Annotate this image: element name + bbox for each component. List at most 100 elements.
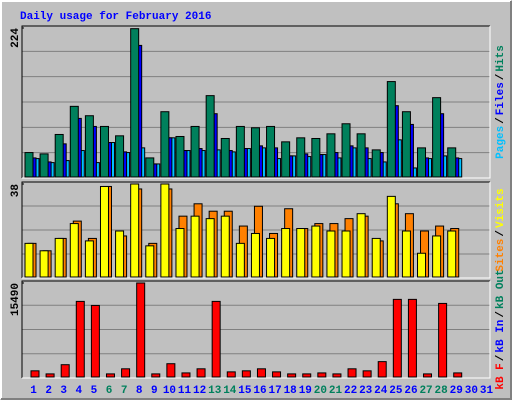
bar	[45, 373, 55, 378]
legend-entry: Files	[495, 82, 507, 115]
x-tick-label: 14	[223, 385, 237, 397]
bar	[115, 230, 125, 278]
bar	[160, 183, 170, 278]
bar	[266, 237, 276, 278]
bar	[362, 370, 372, 378]
x-tick-label: 3	[60, 385, 67, 397]
bar	[347, 368, 357, 378]
bar	[235, 242, 245, 278]
legend-separator: /	[495, 311, 507, 318]
bar	[54, 237, 64, 278]
bar	[190, 215, 200, 278]
x-tick-label: 1	[30, 385, 37, 397]
bar	[256, 368, 266, 378]
bar	[105, 373, 115, 378]
x-tick-label: 15	[238, 385, 252, 397]
y-tick-label: 224	[10, 28, 22, 48]
bar	[302, 373, 312, 378]
bar	[205, 218, 215, 278]
bar	[311, 137, 321, 178]
bar	[235, 125, 245, 178]
bar	[136, 282, 146, 378]
legend-separator: /	[495, 73, 507, 80]
x-tick-label: 20	[314, 385, 327, 397]
bar	[145, 157, 155, 178]
legend-entry: Hits	[495, 45, 507, 71]
bar	[151, 373, 161, 378]
x-tick-label: 30	[465, 385, 478, 397]
bar	[326, 230, 336, 278]
bar	[84, 115, 94, 178]
legend-entry: kB In	[495, 320, 507, 353]
x-tick-label: 8	[136, 385, 143, 397]
x-tick-label: 12	[193, 385, 206, 397]
bar	[281, 228, 291, 278]
bar	[115, 135, 125, 178]
bar	[356, 133, 366, 178]
x-tick-label: 16	[253, 385, 266, 397]
bar	[447, 230, 457, 278]
chart-title: Daily usage for February 2016	[20, 11, 211, 23]
bar	[130, 183, 140, 278]
x-tick-label: 5	[91, 385, 98, 397]
bar	[417, 252, 427, 278]
bar	[160, 111, 170, 178]
x-tick-label: 21	[329, 385, 343, 397]
bar	[266, 125, 276, 178]
bar	[226, 371, 236, 378]
bar	[250, 232, 260, 278]
bar	[371, 237, 381, 278]
legend: Sites / Visits	[495, 188, 507, 271]
x-tick-label: 17	[268, 385, 281, 397]
bar	[250, 127, 260, 178]
bar	[317, 372, 327, 378]
panel-border-light	[22, 281, 491, 379]
x-tick-label: 11	[178, 385, 192, 397]
x-tick-label: 26	[404, 385, 417, 397]
bar	[392, 298, 402, 378]
bar	[190, 125, 200, 178]
x-tick-label: 31	[480, 385, 494, 397]
bar	[432, 97, 442, 178]
bar	[417, 147, 427, 178]
bar	[69, 105, 79, 178]
legend-separator: /	[495, 354, 507, 361]
bar	[60, 364, 70, 378]
bar	[386, 195, 396, 278]
bar	[175, 228, 185, 278]
bar	[371, 149, 381, 178]
legend-separator: /	[495, 117, 507, 124]
x-tick-label: 23	[359, 385, 373, 397]
bar	[130, 28, 140, 178]
bar	[220, 137, 230, 178]
bar	[281, 141, 291, 178]
bar	[287, 373, 297, 378]
x-tick-label: 9	[151, 385, 158, 397]
bar	[99, 125, 109, 178]
bar	[205, 95, 215, 178]
x-tick-label: 10	[163, 385, 176, 397]
bar	[377, 361, 387, 378]
bar	[90, 304, 100, 378]
bar	[166, 363, 176, 378]
x-tick-label: 27	[419, 385, 432, 397]
bar	[438, 302, 448, 378]
bar	[341, 230, 351, 278]
bar	[75, 300, 85, 378]
panel-border-dark	[21, 280, 490, 378]
bar	[332, 373, 342, 378]
bar	[99, 185, 109, 278]
bar	[24, 242, 34, 278]
bar	[447, 147, 457, 178]
x-tick-label: 28	[435, 385, 449, 397]
bar	[423, 373, 433, 378]
legend-entry: kB Out	[495, 269, 507, 309]
x-tick-label: 2	[45, 385, 52, 397]
bar	[296, 228, 306, 278]
x-tick-label: 4	[76, 385, 83, 397]
bar	[84, 240, 94, 278]
bar	[407, 298, 417, 378]
x-tick-label: 19	[299, 385, 312, 397]
bar	[272, 371, 282, 378]
